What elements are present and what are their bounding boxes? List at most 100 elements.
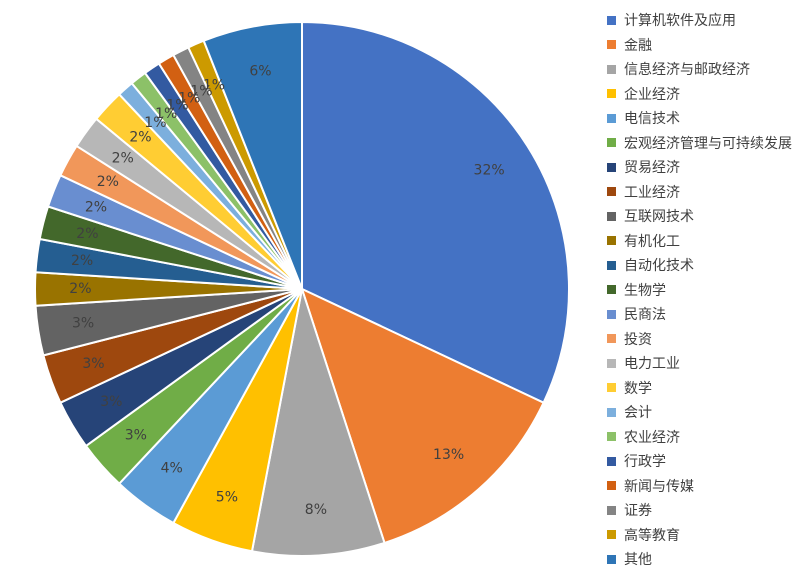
legend-swatch <box>607 383 616 393</box>
legend-item: 会计 <box>607 400 807 425</box>
legend-swatch <box>607 309 616 319</box>
slice-data-label: 2% <box>71 253 93 269</box>
legend-swatch <box>607 15 616 25</box>
pie-slices <box>34 20 570 557</box>
slice-data-label: 2% <box>129 129 151 145</box>
legend-swatch <box>607 554 616 564</box>
legend-item: 信息经济与邮政经济 <box>607 57 807 82</box>
slice-data-label: 4% <box>161 460 183 476</box>
legend-swatch <box>607 407 616 417</box>
slice-data-label: 32% <box>474 162 505 178</box>
legend-item: 电信技术 <box>607 106 807 131</box>
pie-slice <box>300 287 545 545</box>
slice-data-label: 3% <box>100 394 122 410</box>
pie-slice <box>250 288 386 557</box>
legend-swatch <box>607 285 616 295</box>
legend-item: 投资 <box>607 327 807 352</box>
legend-item: 其他 <box>607 547 807 572</box>
legend-swatch <box>607 236 616 246</box>
slice-data-label: 1% <box>166 98 188 114</box>
legend-label: 投资 <box>624 331 652 348</box>
legend-swatch <box>607 187 616 197</box>
legend-label: 行政学 <box>624 454 666 471</box>
legend-label: 农业经济 <box>624 429 680 446</box>
legend-item: 农业经济 <box>607 425 807 450</box>
chart-legend: 计算机软件及应用 金融信息经济与邮政经济 企业经济电信技术宏观经济管理与可持续发展贸… <box>607 8 807 572</box>
legend-swatch <box>607 89 616 99</box>
legend-label: 电力工业 <box>624 356 680 373</box>
slice-data-label: 2% <box>97 174 119 190</box>
slice-data-label: 3% <box>72 316 94 332</box>
legend-label: 互联网技术 <box>624 209 694 226</box>
legend-item: 自动化技术 <box>607 253 807 278</box>
legend-label: 电信技术 <box>624 111 680 128</box>
legend-item: 证券 <box>607 498 807 523</box>
legend-swatch <box>607 481 616 491</box>
legend-item: 计算机软件及应用 <box>607 8 807 33</box>
legend-label: 工业经济 <box>624 184 680 201</box>
slice-data-label: 1% <box>190 84 212 100</box>
legend-item: 民商法 <box>607 302 807 327</box>
legend-item: 高等教育 <box>607 523 807 548</box>
legend-swatch <box>607 358 616 368</box>
legend-item: 互联网技术 <box>607 204 807 229</box>
slice-data-label: 1% <box>144 115 166 131</box>
legend-item: 电力工业 <box>607 351 807 376</box>
legend-label: 证券 <box>624 503 652 520</box>
slice-data-label: 5% <box>216 490 238 506</box>
slice-data-label: 13% <box>433 447 464 463</box>
legend-label: 宏观经济管理与可持续发展 <box>624 135 792 152</box>
slice-data-label: 2% <box>112 151 134 167</box>
legend-label: 其他 <box>624 552 652 569</box>
legend-label: 自动化技术 <box>624 258 694 275</box>
legend-label: 贸易经济 <box>624 160 680 177</box>
legend-label: 新闻与传媒 <box>624 478 694 495</box>
legend-label: 计算机软件及应用 <box>624 13 736 30</box>
slice-data-label: 1% <box>178 90 200 106</box>
legend-item: 有机化工 <box>607 229 807 254</box>
legend-item: 金融 <box>607 33 807 58</box>
legend-label: 企业经济 <box>624 86 680 103</box>
slice-data-label: 2% <box>69 281 91 297</box>
legend-label: 金融 <box>624 37 652 54</box>
legend-swatch <box>607 530 616 540</box>
legend-item: 行政学 <box>607 449 807 474</box>
legend-item: 数学 <box>607 376 807 401</box>
pie-data-labels: 32%13%8%5%4%3%3%3%3%2%2%2%2%2%2%2%1%1%1%… <box>69 63 504 518</box>
legend-label: 会计 <box>624 405 652 422</box>
slice-data-label: 2% <box>85 199 107 215</box>
legend-item: 企业经济 <box>607 82 807 107</box>
legend-swatch <box>607 211 616 221</box>
legend-label: 民商法 <box>624 307 666 324</box>
legend-item: 贸易经济 <box>607 155 807 180</box>
legend-swatch <box>607 505 616 515</box>
slice-data-label: 1% <box>203 78 225 94</box>
legend-swatch <box>607 260 616 270</box>
legend-label: 有机化工 <box>624 233 680 250</box>
legend-label: 高等教育 <box>624 527 680 544</box>
legend-label: 数学 <box>624 380 652 397</box>
pie-slice <box>301 20 570 405</box>
slice-data-label: 6% <box>249 63 271 79</box>
slice-data-label: 3% <box>82 356 104 372</box>
legend-item: 生物学 <box>607 278 807 303</box>
legend-swatch <box>607 40 616 50</box>
legend-item: 新闻与传媒 <box>607 474 807 499</box>
legend-swatch <box>607 162 616 172</box>
legend-swatch <box>607 64 616 74</box>
legend-label: 信息经济与邮政经济 <box>624 62 750 79</box>
legend-swatch <box>607 334 616 344</box>
legend-item: 宏观经济管理与可持续发展 <box>607 131 807 156</box>
slice-data-label: 1% <box>155 106 177 122</box>
legend-swatch <box>607 138 616 148</box>
legend-label: 生物学 <box>624 282 666 299</box>
slice-data-label: 8% <box>305 502 327 518</box>
legend-swatch <box>607 113 616 123</box>
slice-data-label: 3% <box>125 428 147 444</box>
legend-swatch <box>607 432 616 442</box>
slice-data-label: 2% <box>76 226 98 242</box>
legend-item: 工业经济 <box>607 180 807 205</box>
pie-slice <box>202 20 303 290</box>
legend-swatch <box>607 456 616 466</box>
